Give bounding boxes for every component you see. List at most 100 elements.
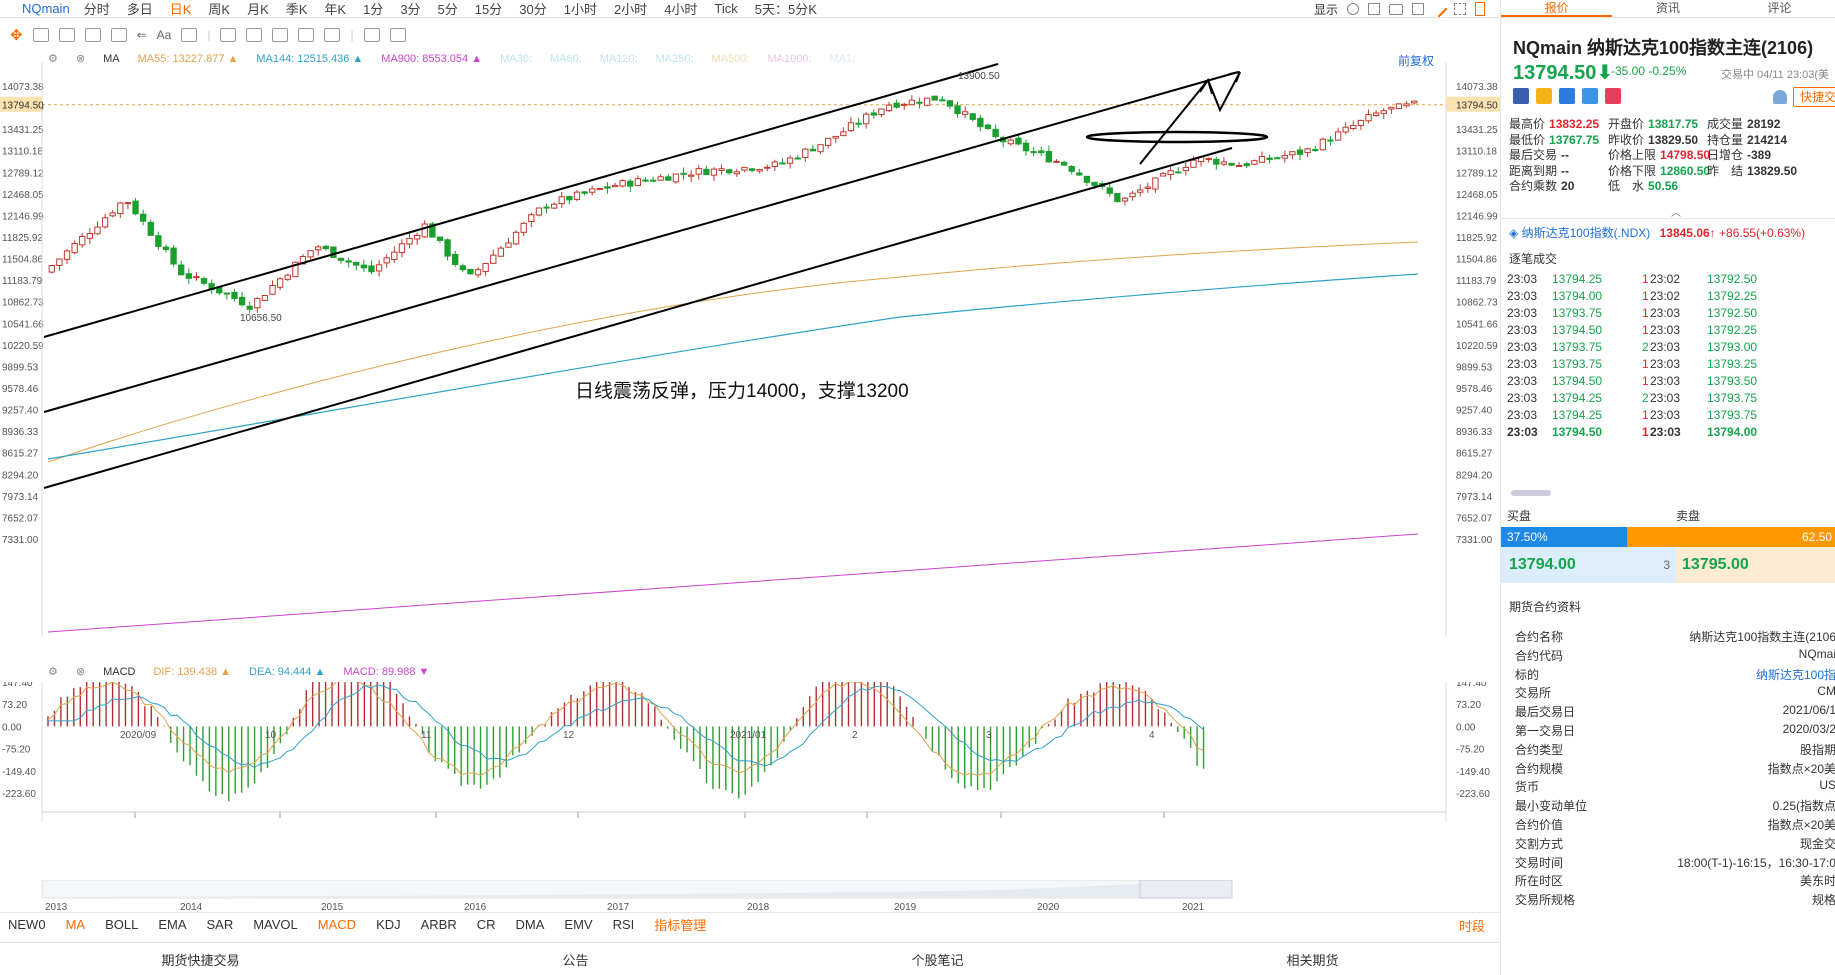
tab-quote[interactable]: 报价 [1501,0,1613,17]
pen-icon[interactable] [1430,0,1448,18]
lightning-icon[interactable] [1536,88,1552,104]
period-tab[interactable]: 日K [169,2,192,17]
period-tab[interactable]: 1分 [363,2,384,17]
period-tab[interactable]: 2小时 [613,2,648,17]
related-index[interactable]: ◈ 纳斯达克100指数(.NDX) 13845.06↑ +86.55(+0.63… [1509,226,1806,240]
share-icon[interactable] [1582,88,1598,104]
footer-related[interactable]: 相关期货 [1286,952,1339,968]
indicator-tab[interactable]: SAR [206,917,234,932]
period-tab[interactable]: 3分 [400,2,421,17]
indicator-tab[interactable]: ARBR [420,917,457,932]
indicator-tab[interactable]: EMA [158,917,187,932]
bid-cell[interactable]: 13794.00 3 [1501,547,1676,583]
expand-chevron-icon[interactable]: ︿ [1671,208,1681,219]
ruler-tool-icon[interactable] [220,28,237,42]
square-icon[interactable] [1368,3,1380,15]
crosshair-icon[interactable]: ✥ [10,27,23,44]
symbol-label[interactable]: NQmain [22,1,70,16]
ma-legend: ⚙ ⊗ MA MA55: 13227.877 ▲ MA144: 12515.436… [48,52,855,66]
indicator-tab[interactable]: CR [476,917,496,932]
settings-icon[interactable]: ⚙ [48,53,58,65]
candle-body [132,200,139,215]
tab-news[interactable]: 资讯 [1655,1,1680,15]
fast-trade-button[interactable]: 快捷交易 [1793,87,1835,107]
indicator-tab[interactable]: MA [65,917,86,932]
candle-body [939,99,946,102]
indicator-tab[interactable]: MACD [317,917,357,932]
period-tab[interactable]: 年K [324,2,347,17]
period-tab[interactable]: 季K [285,2,308,17]
arrow-tool-icon[interactable]: ⇐ [136,28,147,42]
bell-icon[interactable] [1773,90,1787,104]
close-icon[interactable]: ⊗ [75,666,86,678]
macd-chart[interactable]: 147.40 147.40 73.20 73.20 0.00 0.00 -75.20 -75.… [0,682,1500,882]
close-icon[interactable]: ⊗ [75,53,86,65]
period-tab[interactable]: 30分 [519,2,547,17]
lock-tool-icon[interactable] [272,28,289,42]
indicator-tab[interactable]: DMA [515,917,545,932]
indicator-tab[interactable]: BOLL [105,917,139,932]
candle-body [459,265,466,271]
delete-tool-icon[interactable] [324,28,341,42]
camera-icon[interactable] [1389,3,1403,15]
period-tab[interactable]: 多日 [126,2,153,17]
macd-legend: ⚙ ⊗ MACD DIF: 139.438 ▲ DEA: 94.444 ▲ MA… [48,665,429,679]
trendline-tool-icon[interactable] [32,28,49,42]
channel-tool-icon[interactable] [58,28,75,42]
period-tab[interactable]: Tick [714,1,738,16]
period-tab[interactable]: 分时 [83,2,110,17]
period-tab[interactable]: 月K [247,2,269,17]
eye-tool-icon[interactable] [298,28,315,42]
footer-notes[interactable]: 个股笔记 [911,952,964,968]
adjust-mode[interactable]: 前复权 [1398,54,1435,68]
period-toolbar: NQmain 分时 多日 日K 周K 月K 季K 年K 1分 3分 5分 15分 30分 1小时 2小时 4… [0,0,1500,18]
text-tool[interactable]: Aa [156,28,172,42]
y-tick-left: 10862.73 [2,298,44,309]
y-tick-right: 11183.79 [1456,276,1497,287]
scrollbar[interactable] [1511,490,1551,496]
magnet-tool-icon[interactable] [246,28,263,42]
overview-navigator[interactable]: 2013 2014 2015 2016 2017 2018 2019 2020 2021 [0,880,1500,912]
time-session-button[interactable]: 时段 [1458,919,1485,934]
settings-icon[interactable]: ⚙ [48,666,58,678]
indicator-tab[interactable]: EMV [564,917,593,932]
ma-item: MA60: [549,52,582,65]
person-icon[interactable] [1559,88,1575,104]
candle-body [1304,148,1311,154]
link-tool-icon[interactable] [363,28,380,42]
macd-y-tick-right: -75.20 [1456,745,1485,756]
candle-body [86,233,94,239]
period-tab[interactable]: 5分 [437,2,458,17]
indicator-manager[interactable]: 指标管理 [654,918,707,933]
indicator-tab[interactable]: NEW0 [8,917,46,932]
indicator-tab[interactable]: RSI [612,917,635,932]
period-tab[interactable]: 1小时 [563,2,597,17]
indicator-tab[interactable]: MAVOL [253,917,298,932]
settings-tool-icon[interactable] [389,28,406,42]
overview-year: 2013 [45,902,68,912]
ask-cell[interactable]: 13795.00 [1676,547,1835,583]
period-tab[interactable]: 周K [208,2,231,17]
y-tick-right: 14073.38 [1456,82,1498,93]
period-tab[interactable]: 4小时 [664,2,698,17]
candlestick-chart[interactable]: 14073.38 14073.38 13794.50 13794.50 13431.25… [0,62,1500,637]
period-tab[interactable]: 15分 [474,2,503,17]
candle-body [238,296,246,306]
candle-body [802,148,809,159]
gear-icon[interactable] [1347,3,1359,15]
candle-body [687,174,695,177]
heart-icon[interactable] [1605,88,1621,104]
fib-tool-icon[interactable] [84,28,101,42]
footer-quick-trade[interactable]: 期货快捷交易 [161,952,240,968]
display-menu[interactable]: 显示 [1313,2,1338,17]
period-tab[interactable]: 5天：5分K [754,2,817,17]
indicator-tab[interactable]: KDJ [376,917,401,932]
flag-icon[interactable] [1513,88,1529,104]
pattern-tool-icon[interactable] [110,28,127,42]
footer-notice[interactable]: 公告 [562,952,589,968]
fullscreen-icon[interactable] [1454,3,1466,15]
tab-comments[interactable]: 评论 [1767,1,1792,15]
edit-icon[interactable] [1412,3,1424,15]
sidebar-toggle-icon[interactable] [1475,2,1485,16]
note-tool-icon[interactable] [181,28,198,42]
